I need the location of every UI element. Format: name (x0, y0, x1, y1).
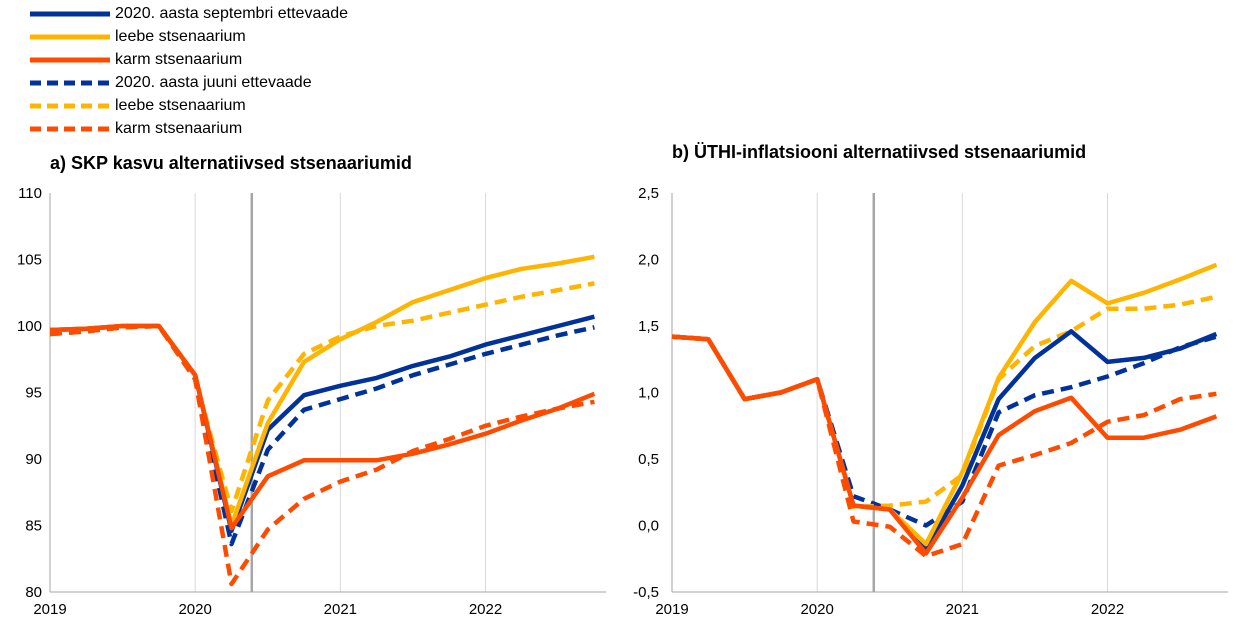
chart-a-y-tick-label: 100 (17, 318, 42, 335)
legend: 2020. aasta septembri ettevaade leebe st… (30, 2, 348, 140)
legend-label: leebe stsenaarium (115, 96, 246, 114)
legend-item: 2020. aasta juuni ettevaade (30, 71, 348, 94)
chart-a-x-tick-label: 2019 (33, 601, 66, 618)
chart-b-y-tick-label: 0,0 (638, 518, 659, 535)
legend-label: karm stsenaarium (115, 119, 243, 137)
chart-b-x-tick-label: 2019 (655, 601, 688, 618)
chart-a-series-line (49, 281, 595, 514)
chart-a-y-tick-label: 85 (25, 518, 42, 535)
legend-label: 2020. aasta septembri ettevaade (115, 4, 349, 22)
legend-item: leebe stsenaarium (30, 94, 348, 117)
legend-item: karm stsenaarium (30, 48, 348, 71)
chart-a-y-tick-label: 105 (17, 252, 42, 269)
chart-a-y-tick-label: 110 (18, 185, 42, 202)
chart-b-x-tick-label: 2021 (946, 601, 979, 618)
chart-b-y-tick-label: 1,5 (638, 318, 659, 335)
chart-b-x-tick-label: 2020 (800, 601, 833, 618)
legend-swatch (30, 11, 110, 16)
chart-a-y-tick-label: 95 (25, 385, 42, 402)
legend-swatch (30, 126, 110, 131)
chart-a-y-tick-label: 80 (25, 584, 42, 601)
legend-label: 2020. aasta juuni ettevaade (115, 73, 312, 91)
chart-b-y-tick-label: 2,0 (638, 252, 659, 269)
chart-b-y-tick-label: 1,0 (638, 385, 659, 402)
chart-b-series-line (671, 329, 1218, 552)
chart-b-y-tick-label: 2,5 (638, 185, 659, 202)
chart-a-series-line (49, 323, 596, 531)
legend-swatch (30, 103, 110, 108)
chart-a-series-line (49, 323, 595, 587)
chart-b-x-tick-label: 2022 (1091, 601, 1124, 618)
chart-a-x-tick-label: 2020 (178, 601, 211, 618)
chart-a-x-tick-label: 2022 (469, 601, 502, 618)
legend-label: karm stsenaarium (115, 50, 243, 68)
chart-a-title: a) SKP kasvu alternatiivsed stsenaariumi… (50, 153, 412, 173)
legend-item: 2020. aasta septembri ettevaade (30, 2, 348, 25)
legend-swatch (30, 80, 110, 85)
chart-b-series-line (671, 334, 1218, 528)
legend-item: karm stsenaarium (30, 117, 348, 140)
legend-swatch (30, 57, 110, 62)
chart-a-x-tick-label: 2021 (324, 601, 357, 618)
chart-b-y-tick-label: -0,5 (633, 584, 659, 601)
chart-b-series-line (671, 334, 1218, 556)
chart-a-series-line (49, 323, 595, 547)
chart-a-y-tick-label: 90 (25, 451, 42, 468)
chart-b-title: b) ÜTHI-inflatsiooni alternatiivsed stse… (672, 142, 1087, 162)
chart-b-series-line (671, 294, 1217, 510)
legend-label: leebe stsenaarium (115, 27, 246, 45)
legend-item: leebe stsenaarium (30, 25, 348, 48)
chart-b-y-tick-label: 0,5 (638, 451, 659, 468)
legend-swatch (30, 34, 110, 39)
